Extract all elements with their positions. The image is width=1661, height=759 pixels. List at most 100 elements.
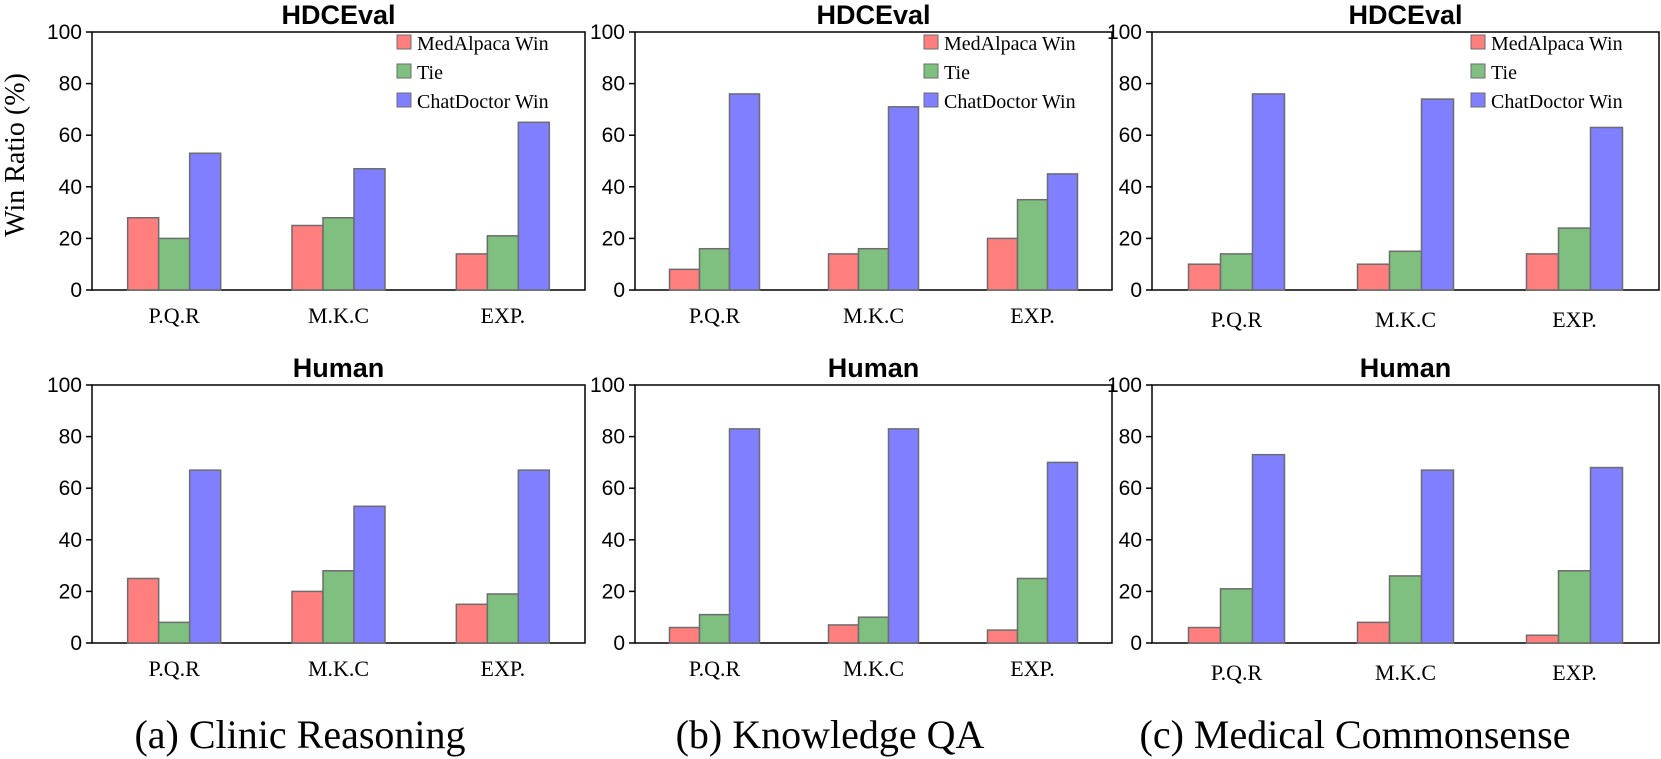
y-tick-label: 0 [613, 279, 625, 302]
y-tick-label: 40 [602, 176, 625, 199]
y-tick-label: 0 [1130, 632, 1142, 655]
y-tick-label: 20 [59, 227, 82, 250]
bar-chatdoctor-win-exp [1046, 461, 1079, 644]
legend-swatch-medalpaca-win [1470, 34, 1486, 50]
y-tick-label: 100 [47, 374, 82, 397]
y-tick-label: 80 [1119, 426, 1142, 449]
bar-chatdoctor-win-p-q-r [1251, 453, 1286, 644]
x-category-label: EXP. [1010, 656, 1055, 681]
legend-label-medalpaca-win: MedAlpaca Win [944, 33, 1076, 55]
y-tick-label: 100 [590, 21, 625, 44]
y-tick-label: 20 [1119, 580, 1142, 603]
y-tick-label: 40 [1119, 176, 1142, 199]
y-tick-label: 20 [602, 580, 625, 603]
y-tick-label: 0 [70, 279, 82, 302]
x-category-label: EXP. [481, 303, 526, 328]
y-tick-label: 60 [1119, 477, 1142, 500]
chart-title: Human [828, 353, 920, 383]
y-tick-label: 20 [1119, 227, 1142, 250]
chart-5: Human 0 20 40 60 80 100 P.Q.R M.K.C EXP. [590, 353, 1113, 681]
bar-tie-p-q-r [1219, 253, 1254, 291]
bar-medalpaca-win-p-q-r [1187, 263, 1222, 291]
y-tick-label: 80 [602, 426, 625, 449]
y-tick-label: 40 [59, 176, 82, 199]
bar-tie-exp [1557, 227, 1592, 291]
y-tick-label: 80 [602, 73, 625, 96]
legend-swatch-medalpaca-win [923, 34, 939, 50]
legend-label-chatdoctor-win: ChatDoctor Win [417, 91, 549, 113]
legend: MedAlpaca Win Tie ChatDoctor Win [923, 33, 1076, 113]
x-category-label: EXP. [1552, 307, 1597, 332]
chart-title: HDCEval [281, 0, 395, 30]
y-tick-label: 60 [59, 477, 82, 500]
bar-chatdoctor-win-m-k-c [353, 505, 386, 644]
legend-swatch-tie [396, 63, 412, 79]
x-category-label: P.Q.R [689, 656, 741, 681]
bar-chatdoctor-win-p-q-r [728, 93, 761, 291]
y-tick-label: 60 [602, 477, 625, 500]
bar-tie-m-k-c [322, 217, 355, 291]
x-category-label: P.Q.R [148, 656, 200, 681]
legend-swatch-chatdoctor-win [923, 92, 939, 108]
x-category-label: M.K.C [843, 656, 904, 681]
chart-6: Human 0 20 40 60 80 100 P.Q.R M.K.C EXP. [1107, 353, 1660, 685]
bar-chatdoctor-win-exp [1589, 126, 1624, 291]
legend-label-chatdoctor-win: ChatDoctor Win [1491, 91, 1623, 113]
bar-tie-p-q-r [1219, 588, 1254, 644]
legend-label-tie: Tie [417, 62, 443, 84]
x-category-label: EXP. [1010, 303, 1055, 328]
bar-chatdoctor-win-exp [517, 469, 551, 644]
x-category-label: P.Q.R [1211, 307, 1263, 332]
bar-chatdoctor-win-exp [517, 121, 551, 291]
caption-knowledge-qa: (b) Knowledge QA [676, 712, 985, 757]
bar-tie-exp [1016, 577, 1049, 644]
x-category-label: M.K.C [843, 303, 904, 328]
x-category-label: M.K.C [1375, 660, 1436, 685]
bar-medalpaca-win-p-q-r [1187, 626, 1222, 644]
y-tick-label: 80 [59, 426, 82, 449]
bar-tie-p-q-r [157, 237, 191, 291]
x-category-label: M.K.C [1375, 307, 1436, 332]
y-tick-label: 20 [59, 580, 82, 603]
y-tick-label: 0 [70, 632, 82, 655]
legend-swatch-medalpaca-win [396, 34, 412, 50]
bar-medalpaca-win-exp [1525, 634, 1560, 644]
bar-chatdoctor-win-m-k-c [1420, 98, 1455, 291]
y-tick-label: 40 [59, 529, 82, 552]
y-tick-label: 20 [602, 227, 625, 250]
bar-medalpaca-win-p-q-r [668, 626, 701, 644]
bar-chatdoctor-win-m-k-c [887, 428, 920, 644]
x-category-label: EXP. [1552, 660, 1597, 685]
bar-medalpaca-win-p-q-r [668, 268, 701, 291]
chart-2: HDCEval 0 20 40 60 80 100 P.Q.R M.K.C EXP. MedAlpa… [590, 0, 1113, 328]
bar-medalpaca-win-exp [1525, 253, 1560, 291]
bar-chatdoctor-win-exp [1589, 466, 1624, 644]
y-tick-label: 100 [590, 374, 625, 397]
chart-title: HDCEval [816, 0, 930, 30]
y-tick-label: 0 [613, 632, 625, 655]
bar-tie-m-k-c [857, 616, 890, 644]
bar-medalpaca-win-exp [455, 253, 489, 291]
bar-tie-m-k-c [1388, 250, 1423, 291]
bar-tie-exp [486, 593, 520, 644]
chart-panels: HDCEval 0 20 40 60 80 100 P.Q.R M.K.C EXP. MedAlpa… [47, 0, 1660, 685]
x-category-label: P.Q.R [1211, 660, 1263, 685]
bar-tie-p-q-r [698, 247, 731, 291]
bar-medalpaca-win-m-k-c [291, 590, 324, 644]
legend-label-tie: Tie [1491, 62, 1517, 84]
legend-label-chatdoctor-win: ChatDoctor Win [944, 91, 1076, 113]
chart-4: Human 0 20 40 60 80 100 P.Q.R M.K.C EXP. [47, 353, 586, 681]
bar-tie-m-k-c [1388, 575, 1423, 644]
chart-1: HDCEval 0 20 40 60 80 100 P.Q.R M.K.C EXP. MedAlpa… [47, 0, 586, 328]
y-tick-label: 40 [602, 529, 625, 552]
bar-tie-exp [1557, 570, 1592, 644]
caption-clinic-reasoning: (a) Clinic Reasoning [134, 712, 465, 757]
bar-medalpaca-win-m-k-c [291, 224, 324, 291]
legend-swatch-tie [1470, 63, 1486, 79]
bar-medalpaca-win-p-q-r [126, 217, 160, 291]
y-tick-label: 100 [47, 21, 82, 44]
x-category-label: P.Q.R [689, 303, 741, 328]
legend-swatch-chatdoctor-win [396, 92, 412, 108]
bar-medalpaca-win-m-k-c [1356, 621, 1391, 644]
bar-medalpaca-win-exp [455, 603, 489, 644]
